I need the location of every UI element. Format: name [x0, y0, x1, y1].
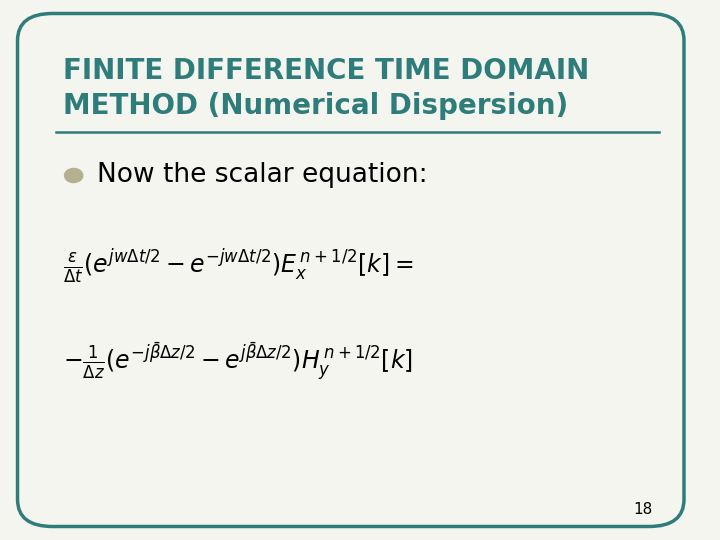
Text: 18: 18 [633, 502, 652, 517]
Circle shape [65, 168, 83, 183]
Text: $\frac{\varepsilon}{\Delta t}(e^{jw\Delta t/2} - e^{-jw\Delta t/2})E_x^{\,n+1/2}: $\frac{\varepsilon}{\Delta t}(e^{jw\Delt… [63, 248, 413, 286]
Text: $-\frac{1}{\Delta z}(e^{-j\bar{\beta}\Delta z/2} - e^{j\bar{\beta}\Delta z/2})H_: $-\frac{1}{\Delta z}(e^{-j\bar{\beta}\De… [63, 341, 413, 383]
Text: FINITE DIFFERENCE TIME DOMAIN: FINITE DIFFERENCE TIME DOMAIN [63, 57, 590, 85]
FancyBboxPatch shape [17, 14, 684, 526]
Text: Now the scalar equation:: Now the scalar equation: [96, 163, 428, 188]
Text: METHOD (Numerical Dispersion): METHOD (Numerical Dispersion) [63, 92, 568, 120]
